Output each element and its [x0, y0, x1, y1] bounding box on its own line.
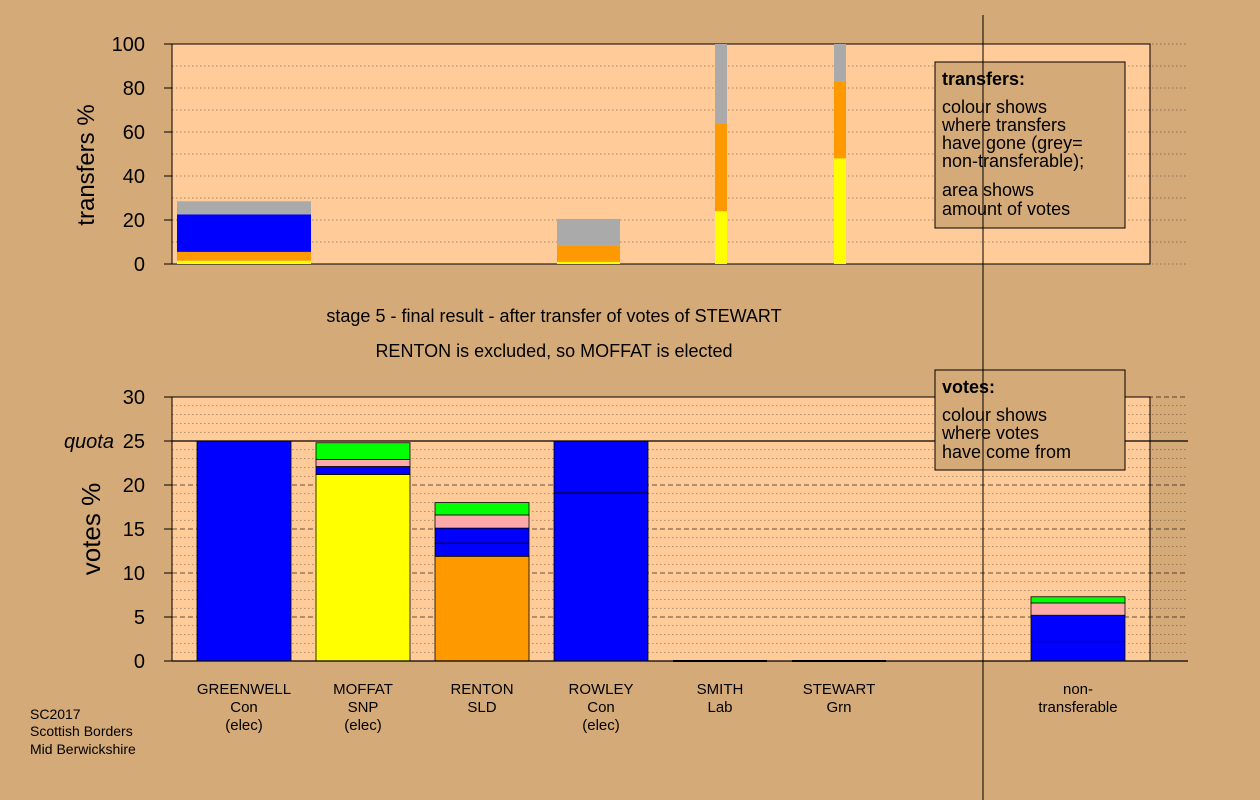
y-tick-label: 80 — [123, 78, 145, 100]
vote-bar-segment-renton-grn — [434, 502, 530, 516]
transfers-legend-line: non-transferable); — [942, 151, 1084, 171]
vote-bar-segment-non-con — [1030, 641, 1126, 662]
candidate-label: ROWLEY — [568, 681, 633, 698]
quota-label: quota — [64, 431, 114, 453]
vote-bar-segment-renton-con — [434, 542, 530, 557]
transfers-legend-title: transfers: — [942, 69, 1025, 89]
transfer-bar-segment-stewart-snp — [834, 158, 846, 264]
transfer-bar-segment-greenwell-snp — [177, 260, 311, 264]
candidate-label: Grn — [826, 699, 851, 716]
transfers-bars — [177, 44, 846, 264]
votes-bars — [196, 440, 1126, 662]
candidate-label: (elec) — [344, 717, 382, 734]
transfer-bar-segment-greenwell-con — [177, 214, 311, 252]
vote-bar-segment-moffat-con — [315, 466, 411, 475]
votes-legend: votes: colour shows where votes have com… — [934, 369, 1126, 471]
transfer-bar-segment-renton-snp — [557, 261, 620, 264]
vote-bar-segment-moffat-lab — [315, 459, 411, 467]
votes-y-ticks: 0 5 10 15 20 25 30 — [123, 387, 172, 673]
y-tick-label: 5 — [134, 607, 145, 629]
transfer-bar-segment-greenwell-sld — [177, 251, 311, 261]
transfer-bar-segment-stewart-nontransferable — [834, 44, 846, 82]
footer-region: Scottish Borders — [30, 723, 133, 739]
y-tick-label: 10 — [123, 563, 145, 585]
vote-bar-segment-renton-sld — [434, 555, 530, 662]
candidate-label: SNP — [348, 699, 379, 716]
vote-bar-segment-moffat-snp — [315, 474, 411, 662]
candidate-label: (elec) — [225, 717, 263, 734]
y-tick-label: 15 — [123, 519, 145, 541]
candidate-label: SLD — [467, 699, 496, 716]
candidate-label: GREENWELL — [197, 681, 291, 698]
y-tick-label: 0 — [134, 651, 145, 673]
transfers-y-axis-label: transfers % — [73, 104, 100, 225]
votes-legend-line: have come from — [942, 442, 1071, 462]
footer-ward: Mid Berwickshire — [30, 741, 136, 757]
transfer-bar-segment-smith-nontransferable — [715, 44, 727, 124]
transfers-legend-line: amount of votes — [942, 199, 1070, 219]
transfers-y-ticks: 0 20 40 60 80 100 — [112, 34, 172, 276]
stage-subtitle: RENTON is excluded, so MOFFAT is elected — [375, 341, 732, 361]
transfer-bar-segment-renton-nontransferable — [557, 218, 620, 246]
candidate-labels: GREENWELLCon(elec)MOFFATSNP(elec)RENTONS… — [197, 681, 1118, 734]
transfers-legend-line: colour shows — [942, 97, 1047, 117]
vote-bar-segment-rowley-con — [553, 440, 649, 494]
votes-legend-line: where votes — [941, 423, 1039, 443]
y-tick-label: 25 — [123, 431, 145, 453]
y-tick-label: 20 — [123, 210, 145, 232]
vote-bar-segment-greenwell-con — [196, 440, 292, 662]
candidate-label: SMITH — [697, 681, 744, 698]
y-tick-label: 100 — [112, 34, 145, 56]
transfers-legend-line: where transfers — [941, 115, 1066, 135]
y-tick-label: 30 — [123, 387, 145, 409]
transfers-legend-line: have gone (grey= — [942, 133, 1083, 153]
footer-code: SC2017 — [30, 706, 81, 722]
vote-bar-segment-renton-lab — [434, 514, 530, 529]
vote-bar-segment-non-grn — [1030, 596, 1126, 604]
candidate-label: (elec) — [582, 717, 620, 734]
vote-bar-segment-renton-con — [434, 527, 530, 544]
vote-bar-segment-rowley-con — [553, 492, 649, 662]
vote-bar-segment-moffat-grn — [315, 442, 411, 460]
vote-bar-segment-non-lab — [1030, 602, 1126, 616]
candidate-label: transferable — [1038, 699, 1117, 716]
transfer-bar-segment-smith-sld — [715, 123, 727, 212]
stage-title: stage 5 - final result - after transfer … — [326, 306, 781, 326]
vote-bar-segment-non-con — [1030, 614, 1126, 643]
y-tick-label: 0 — [134, 254, 145, 276]
y-tick-label: 20 — [123, 475, 145, 497]
votes-legend-title: votes: — [942, 377, 995, 397]
candidate-label: STEWART — [803, 681, 876, 698]
candidate-label: Lab — [707, 699, 732, 716]
candidate-label: MOFFAT — [333, 681, 393, 698]
transfers-legend-line: area shows — [942, 180, 1034, 200]
y-tick-label: 40 — [123, 166, 145, 188]
y-tick-label: 60 — [123, 122, 145, 144]
transfer-bar-segment-smith-snp — [715, 211, 727, 264]
transfer-bar-segment-renton-sld — [557, 245, 620, 262]
candidate-label: RENTON — [450, 681, 513, 698]
votes-legend-line: colour shows — [942, 405, 1047, 425]
candidate-label: Con — [587, 699, 615, 716]
votes-y-axis-label: votes % — [76, 483, 106, 576]
transfers-legend: transfers: colour shows where transfers … — [934, 61, 1126, 229]
candidate-label: Con — [230, 699, 258, 716]
transfer-bar-segment-greenwell-nontransferable — [177, 201, 311, 215]
candidate-label: non- — [1063, 681, 1093, 698]
transfer-bar-segment-stewart-sld — [834, 81, 846, 159]
transfers-gridlines — [172, 43, 1188, 265]
